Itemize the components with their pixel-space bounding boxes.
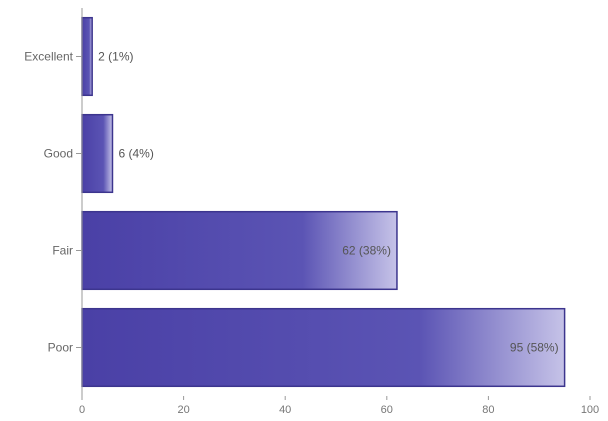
x-tick-label: 80 [482,404,494,416]
bar-poor [81,307,566,388]
data-label: 62 (38%) [342,244,391,258]
data-label: 6 (4%) [118,147,153,161]
labels-layer: Excellent 2 (1%) Good 6 (4%) Fair 62 (38%) Poo… [24,50,599,417]
category-label: Poor [48,341,73,355]
category-label: Fair [52,244,73,258]
category-label: Excellent [24,50,73,64]
data-label: 2 (1%) [98,50,133,64]
x-tick-label: 0 [79,404,85,416]
category-label: Good [44,147,73,161]
data-label: 95 (58%) [510,341,559,355]
x-tick-label: 40 [279,404,291,416]
bars-layer [81,16,566,388]
bar-excellent [81,16,93,97]
x-tick-label: 60 [381,404,393,416]
x-tick-label: 100 [581,404,599,416]
bar-good [81,113,114,194]
x-tick-label: 20 [177,404,189,416]
axis-layer [76,8,591,400]
bar-fair [81,210,398,291]
